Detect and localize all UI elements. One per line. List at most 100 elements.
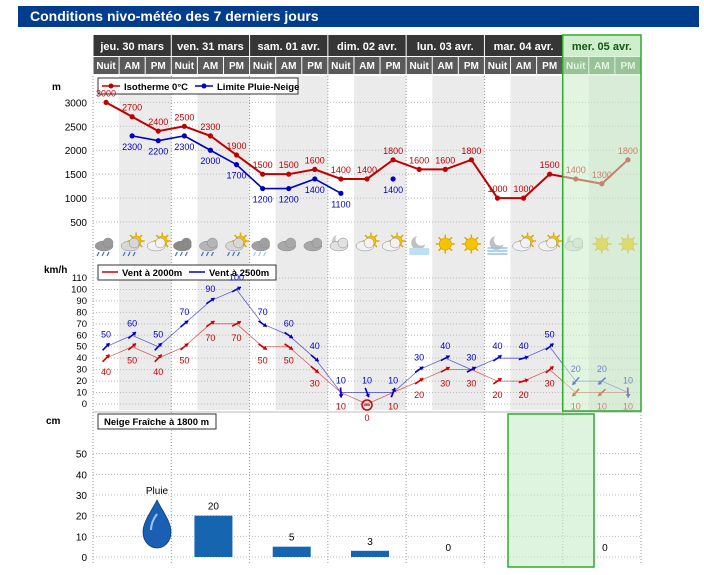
y-tick-label: 30 xyxy=(76,491,88,502)
data-point xyxy=(390,176,396,182)
y-tick-label: 100 xyxy=(71,284,87,295)
data-label: 1400 xyxy=(383,185,403,195)
sun-icon xyxy=(435,234,455,254)
legend-label: Limite Pluie-Neige xyxy=(217,82,299,93)
y-tick-label: 40 xyxy=(76,470,88,481)
sun-ray xyxy=(448,247,453,252)
wind-arrow-head xyxy=(288,345,293,350)
y-tick-label: 50 xyxy=(76,342,87,353)
cloud-part xyxy=(259,237,270,249)
precip xyxy=(200,251,204,257)
y-tick-label: 3000 xyxy=(65,98,88,109)
data-label: 50 xyxy=(101,330,111,340)
wind-arrow-head xyxy=(236,320,241,326)
data-label: 30 xyxy=(310,379,320,389)
period-label: PM xyxy=(464,61,479,72)
bar-label: 0 xyxy=(602,543,608,554)
data-point xyxy=(468,157,474,163)
fog-icon xyxy=(487,236,508,255)
snow-bar xyxy=(351,550,389,557)
sun-ray xyxy=(400,244,404,248)
data-label: 1500 xyxy=(540,160,560,170)
sun-ray xyxy=(165,244,169,248)
sun-ray xyxy=(364,234,368,238)
data-label: 2200 xyxy=(148,147,168,157)
data-label: 70 xyxy=(258,307,268,317)
data-label: 1100 xyxy=(331,199,350,209)
series-limite-pluie-neige: 2300 2200 2300 2000 1700 1200 1200 1400 1100 1400 xyxy=(122,133,403,209)
period-label: Nuit xyxy=(253,61,273,72)
rain-drop-icon xyxy=(142,499,172,549)
rain-icon xyxy=(173,237,192,257)
data-point xyxy=(286,185,292,192)
data-label: 100 xyxy=(229,272,244,282)
data-point xyxy=(155,128,161,134)
data-point xyxy=(442,166,448,172)
sun-disc xyxy=(438,237,452,251)
data-label: 50 xyxy=(153,330,163,340)
data-point xyxy=(286,171,292,177)
y-tick-label: 90 xyxy=(76,296,87,307)
partly-sunny-icon xyxy=(146,232,171,252)
day-header xyxy=(93,35,171,56)
period-label: Nuit xyxy=(409,61,429,72)
period-header xyxy=(302,57,328,74)
legend-label: Vent à 2500m xyxy=(209,268,269,279)
data-label: 1600 xyxy=(409,155,429,165)
sun-ray xyxy=(374,234,378,238)
day-header-label: ven. 31 mars xyxy=(177,41,244,53)
y-axis-unit: km/h xyxy=(44,265,67,276)
y-tick-label: 10 xyxy=(76,388,87,399)
partly-sunny-showers-icon xyxy=(225,232,250,257)
day-header xyxy=(250,35,328,56)
y-tick-label: 20 xyxy=(76,376,87,387)
precip xyxy=(106,251,110,257)
cloud-part xyxy=(102,237,114,249)
precip xyxy=(231,251,236,257)
data-label: 1000 xyxy=(514,184,534,194)
sun-ray xyxy=(448,236,453,241)
data-point xyxy=(416,166,422,172)
data-label: 2300 xyxy=(122,142,142,152)
y-tick-label: 110 xyxy=(72,273,87,284)
data-point xyxy=(547,171,553,177)
period-header xyxy=(511,57,537,74)
period-label: Nuit xyxy=(331,61,351,72)
y-tick-label: 70 xyxy=(76,319,87,330)
sun-ray xyxy=(155,234,160,238)
wind-arrow-head xyxy=(105,343,110,348)
data-label: 40 xyxy=(101,367,111,377)
partly-sunny-icon xyxy=(512,232,537,252)
sun-ray xyxy=(547,234,551,238)
y-tick-label: 1000 xyxy=(65,194,88,205)
rain-sleet-icon xyxy=(94,237,114,257)
wind-arrow-head xyxy=(184,343,189,348)
snow-bar xyxy=(194,515,233,557)
wind-arrow-head xyxy=(338,394,344,398)
y-tick-label: 60 xyxy=(76,330,87,341)
precip xyxy=(179,251,183,257)
period-header xyxy=(197,57,223,74)
precip xyxy=(226,251,231,257)
legend-label: Vent à 2000m xyxy=(122,268,182,279)
precip xyxy=(132,251,136,257)
data-label: 20 xyxy=(414,390,424,400)
data-point xyxy=(260,185,266,192)
wind-arrow-head xyxy=(391,387,396,392)
data-label: 30 xyxy=(466,353,476,363)
wind-arrow-head xyxy=(314,357,319,362)
y-tick-label: 80 xyxy=(76,307,87,318)
wind-arrow-head xyxy=(131,332,136,336)
precip xyxy=(236,251,241,257)
page-title: Conditions nivo-météo des 7 derniers jou… xyxy=(18,6,699,27)
y-axis-unit: cm xyxy=(46,416,61,427)
period-label: AM xyxy=(359,61,375,72)
period-label: Nuit xyxy=(175,61,195,72)
data-label: 1600 xyxy=(305,155,325,165)
period-label: AM xyxy=(124,61,140,72)
data-label: 2400 xyxy=(148,117,168,127)
cloud-icon xyxy=(277,237,296,252)
data-label: 70 xyxy=(232,333,242,343)
moon-cloud-icon xyxy=(329,235,349,252)
